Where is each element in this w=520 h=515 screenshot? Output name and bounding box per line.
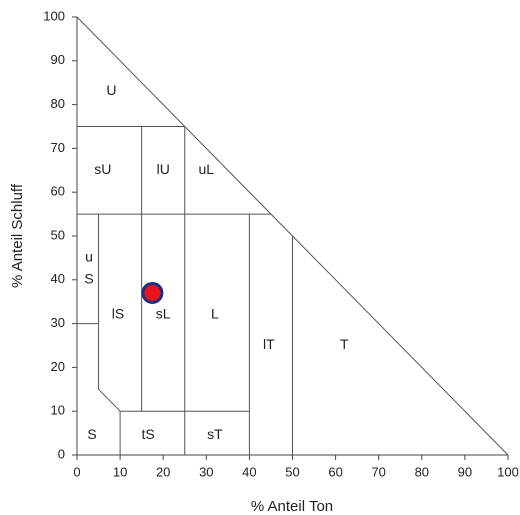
region-label: lU bbox=[157, 161, 170, 177]
y-tick-label: 80 bbox=[51, 96, 65, 111]
region-label: sT bbox=[207, 426, 223, 442]
region-label: sU bbox=[94, 161, 111, 177]
y-tick-label: 40 bbox=[51, 271, 65, 286]
region-label: L bbox=[211, 306, 219, 322]
x-tick-label: 80 bbox=[415, 464, 429, 479]
x-tick-label: 40 bbox=[242, 464, 256, 479]
y-axis-title: % Anteil Schluff bbox=[9, 183, 26, 288]
region-label: lT bbox=[263, 336, 275, 352]
region-label: T bbox=[340, 336, 349, 352]
x-tick-label: 30 bbox=[199, 464, 213, 479]
x-axis-title: % Anteil Ton bbox=[251, 498, 333, 515]
x-tick-label: 20 bbox=[156, 464, 170, 479]
region-label: sL bbox=[156, 306, 171, 322]
region-label: U bbox=[106, 82, 116, 98]
x-tick-label: 10 bbox=[113, 464, 127, 479]
region-label: S bbox=[84, 271, 93, 287]
data-point bbox=[141, 281, 164, 304]
y-tick-label: 100 bbox=[43, 8, 65, 23]
region-label: lS bbox=[112, 306, 124, 322]
x-tick-label: 50 bbox=[285, 464, 299, 479]
x-tick-label: 0 bbox=[73, 464, 80, 479]
y-tick-label: 70 bbox=[51, 140, 65, 155]
region-label: S bbox=[87, 426, 96, 442]
x-tick-label: 100 bbox=[497, 464, 519, 479]
y-tick-label: 20 bbox=[51, 359, 65, 374]
region-label: u bbox=[85, 249, 93, 265]
class-boundary bbox=[98, 388, 121, 412]
region-label: uL bbox=[199, 161, 215, 177]
y-tick-label: 30 bbox=[51, 315, 65, 330]
x-tick-label: 60 bbox=[328, 464, 342, 479]
x-tick-label: 90 bbox=[458, 464, 472, 479]
y-tick-label: 50 bbox=[51, 227, 65, 242]
y-tick-label: 60 bbox=[51, 184, 65, 199]
y-tick-label: 90 bbox=[51, 52, 65, 67]
y-tick-label: 0 bbox=[58, 446, 65, 461]
region-label: tS bbox=[141, 426, 154, 442]
y-tick-label: 10 bbox=[51, 403, 65, 418]
x-tick-label: 70 bbox=[371, 464, 385, 479]
